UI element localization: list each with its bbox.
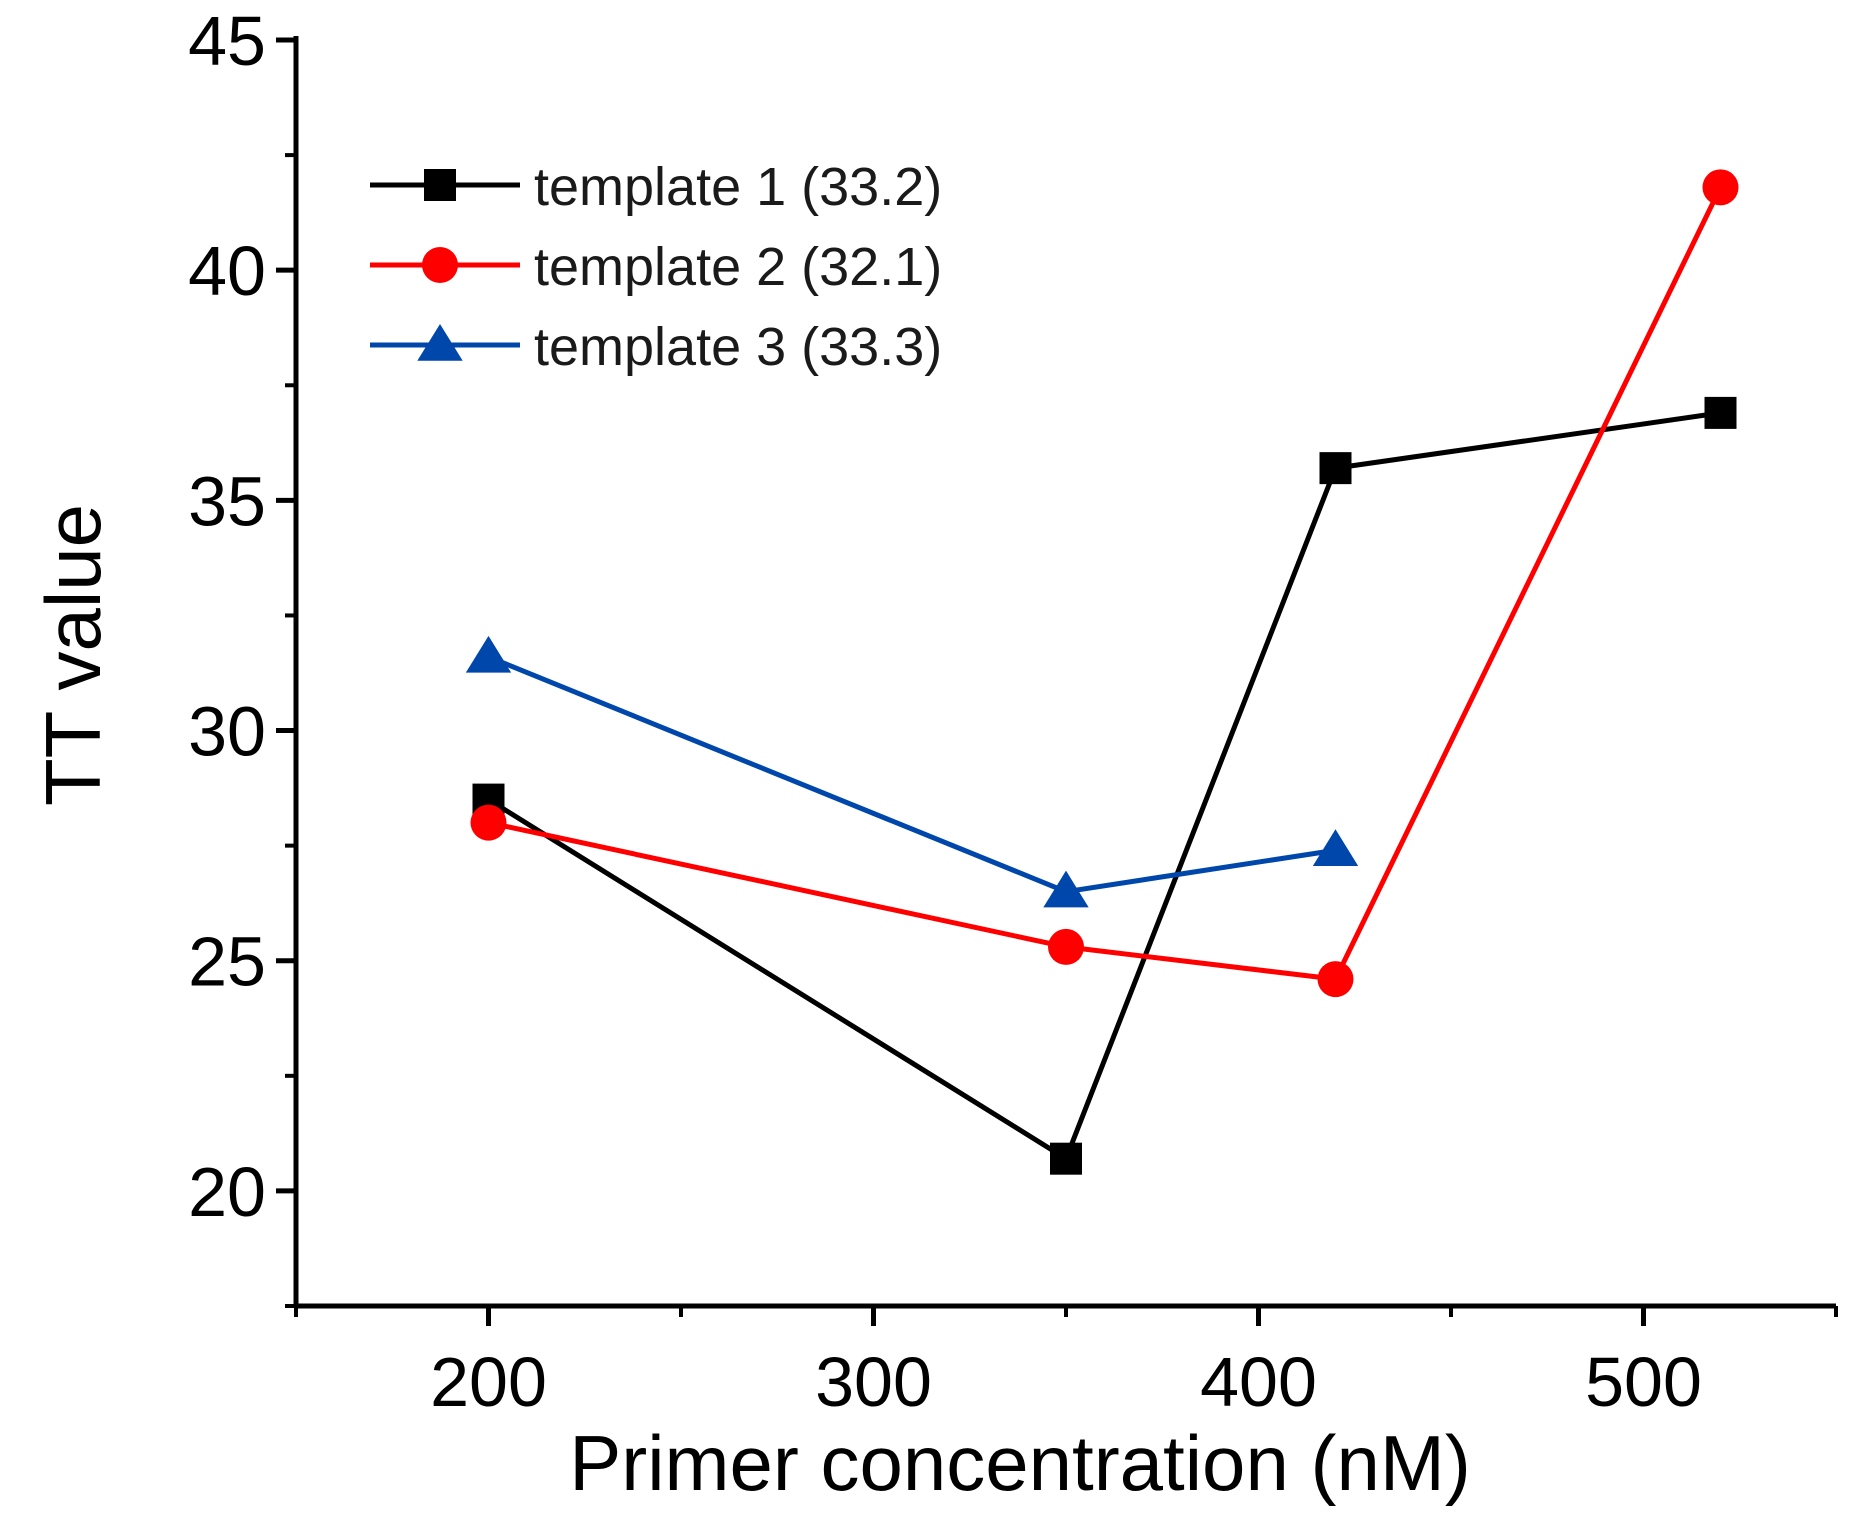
legend-item-3: template 3 (33.3) bbox=[370, 317, 942, 377]
legend-marker bbox=[424, 169, 456, 201]
legend: template 1 (33.2) template 2 (32.1) templa… bbox=[370, 157, 942, 377]
y-tick-label: 35 bbox=[188, 462, 266, 540]
y-tick-label: 20 bbox=[188, 1153, 266, 1231]
legend-label: template 2 (32.1) bbox=[534, 237, 942, 297]
series-2 bbox=[470, 169, 1739, 998]
y-tick-label: 45 bbox=[188, 2, 266, 80]
series-1-point bbox=[1050, 1142, 1082, 1175]
x-tick-label: 300 bbox=[815, 1343, 932, 1421]
plot-series bbox=[465, 169, 1739, 1175]
series-3-point bbox=[1312, 829, 1359, 866]
x-tick-label: 400 bbox=[1200, 1343, 1317, 1421]
legend-marker bbox=[422, 247, 458, 283]
x-tick-label: 200 bbox=[430, 1343, 547, 1421]
series-2-point bbox=[470, 804, 507, 841]
series-3-point bbox=[1043, 870, 1089, 908]
series-2-point bbox=[1702, 169, 1739, 206]
legend-marker bbox=[417, 324, 463, 361]
series-1-point bbox=[1704, 396, 1737, 429]
legend-label: template 1 (33.2) bbox=[534, 157, 942, 217]
legend-item-1: template 1 (33.2) bbox=[370, 157, 942, 217]
series-1-point bbox=[1319, 452, 1352, 485]
series-3 bbox=[465, 635, 1359, 908]
series-2-point bbox=[1317, 961, 1354, 998]
y-tick-label: 30 bbox=[188, 693, 266, 771]
series-2-point bbox=[1048, 928, 1084, 965]
axes: 20 25 30 35 40 45 200 300 400 500 bbox=[188, 2, 1838, 1421]
series-1-line bbox=[487, 410, 1721, 1162]
series-2-line bbox=[487, 186, 1723, 982]
legend-item-2: template 2 (32.1) bbox=[370, 237, 942, 297]
y-axis-label: TT value bbox=[29, 504, 117, 806]
series-3-point bbox=[465, 635, 512, 673]
y-tick-label: 25 bbox=[188, 923, 266, 1001]
x-axis-label: Primer concentration (nM) bbox=[569, 1419, 1471, 1507]
series-1 bbox=[472, 396, 1737, 1175]
x-tick-label: 500 bbox=[1585, 1343, 1702, 1421]
y-tick-label: 40 bbox=[188, 232, 266, 310]
series-3-line bbox=[487, 654, 1336, 895]
legend-label: template 3 (33.3) bbox=[534, 317, 942, 377]
